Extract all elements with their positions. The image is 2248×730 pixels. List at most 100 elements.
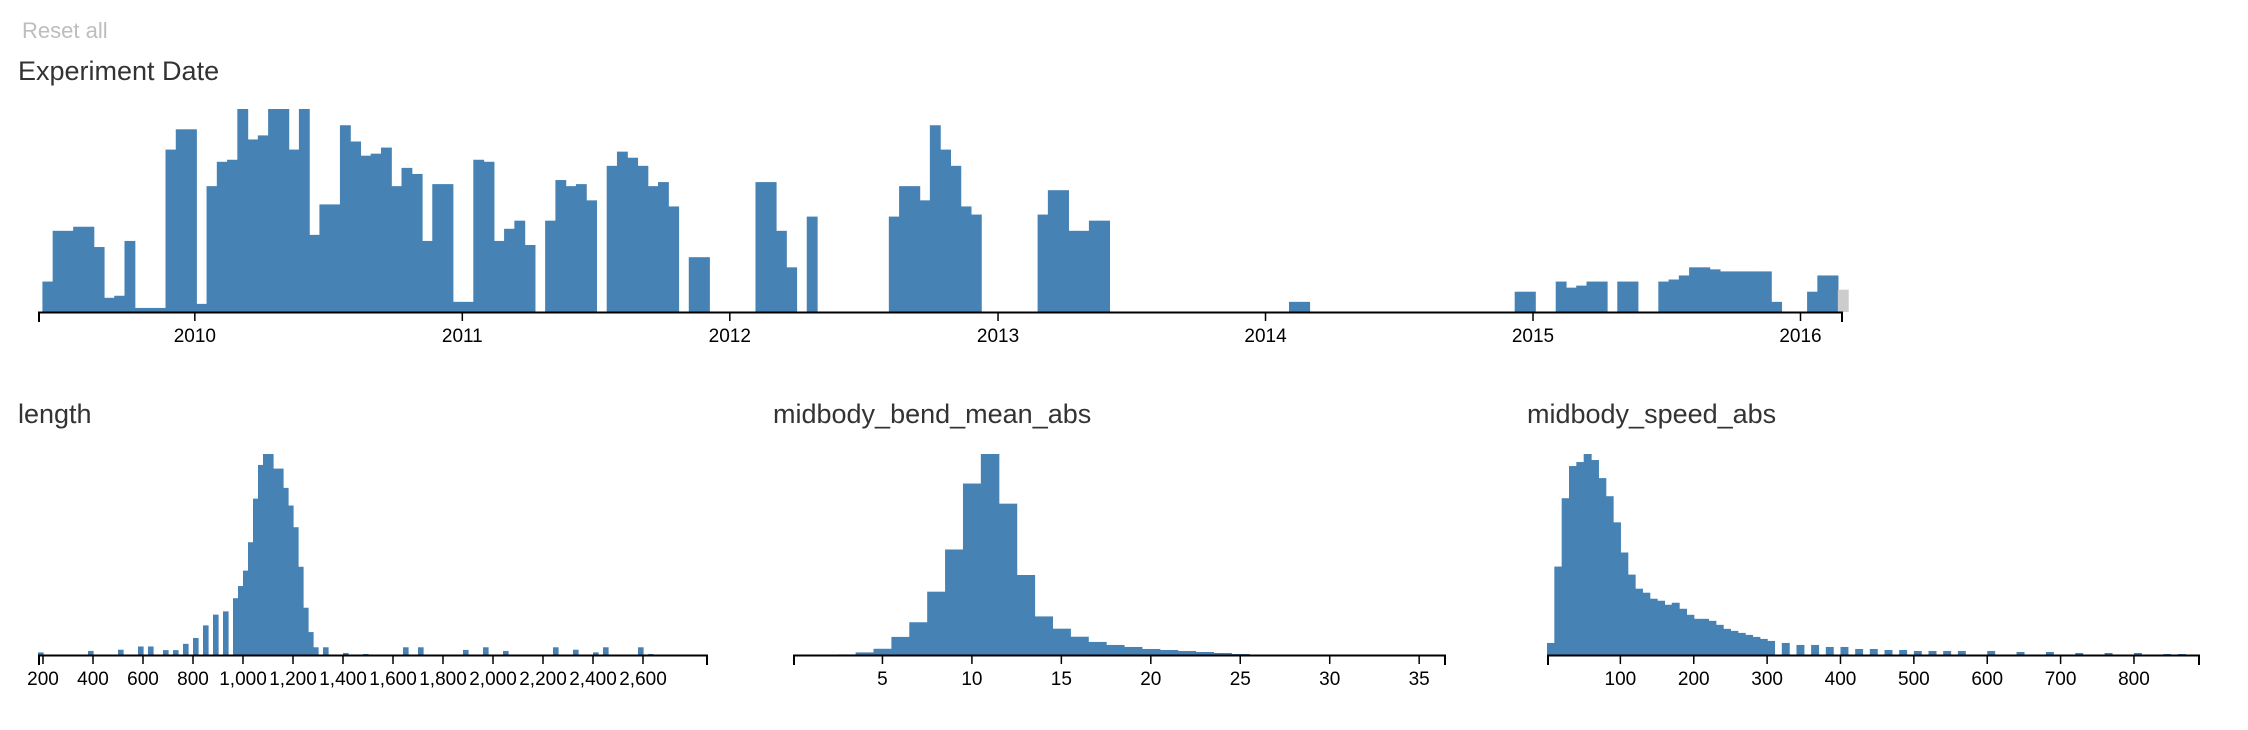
histogram-bar (278, 468, 284, 655)
histogram-bar (308, 632, 314, 655)
histogram-bar (1689, 267, 1700, 312)
histogram-bar (196, 303, 208, 312)
histogram-bar (1686, 614, 1695, 655)
histogram-bar (657, 182, 669, 312)
histogram-bar (343, 652, 349, 655)
histogram-bar (1598, 478, 1607, 655)
chart-title-midbody-speed: midbody_speed_abs (1527, 399, 1777, 429)
histogram-bar (268, 454, 274, 655)
histogram-bar (213, 614, 219, 655)
histogram-bar (545, 220, 556, 312)
histogram-bar (888, 216, 900, 312)
histogram-bar (668, 206, 680, 312)
x-tick-label: 400 (1825, 669, 1857, 690)
histogram-bar (1514, 291, 1526, 312)
histogram-bar (648, 653, 654, 655)
histogram-bar (593, 652, 599, 655)
histogram-bar (1613, 522, 1621, 655)
histogram-bar (463, 301, 474, 312)
histogram-bar (391, 186, 403, 312)
x-tick-label: 1,000 (219, 669, 267, 690)
x-tick-label: 400 (77, 669, 109, 690)
histogram-bar (1583, 454, 1592, 655)
histogram-bar (1047, 190, 1059, 312)
histogram-bar (1576, 462, 1585, 655)
x-tick-label: 10 (961, 669, 982, 690)
histogram-bar (363, 653, 369, 655)
histogram-bar (1034, 616, 1054, 655)
histogram-bar (1730, 630, 1739, 655)
histogram-bar (145, 307, 156, 312)
reset-all-link[interactable]: Reset all (22, 18, 108, 43)
x-tick-label: 100 (1605, 669, 1637, 690)
chart-title-midbody-bend: midbody_bend_mean_abs (773, 399, 1092, 429)
histogram-bar (452, 301, 464, 312)
histogram-bar (42, 281, 54, 312)
histogram-bar (253, 498, 259, 655)
histogram-bar (2104, 652, 2113, 655)
x-tick-label: 2015 (1512, 326, 1554, 347)
histogram-bar (755, 182, 767, 312)
x-tick-label: 1,600 (369, 669, 417, 690)
histogram-bar (319, 204, 331, 312)
histogram-bar (1565, 287, 1577, 312)
histogram-bar (1106, 644, 1125, 655)
histogram-bar (927, 591, 946, 655)
histogram-bar (514, 220, 526, 312)
histogram-bar (1576, 285, 1588, 312)
histogram-bar (1899, 649, 1908, 656)
histogram-bar (627, 157, 639, 312)
histogram-bar (1657, 600, 1665, 655)
histogram-bar (962, 483, 982, 655)
x-tick-label: 800 (177, 669, 209, 690)
histogram-bar (638, 647, 644, 655)
x-tick-label: 300 (1751, 669, 1783, 690)
histogram-bar (503, 650, 509, 655)
histogram-bar (247, 139, 259, 312)
x-tick-label: 2012 (709, 326, 751, 347)
histogram-bar (298, 566, 304, 655)
histogram-bar (899, 186, 910, 312)
histogram-bar (1913, 650, 1922, 655)
histogram-bar (103, 297, 115, 312)
histogram-bar (1719, 271, 1731, 312)
histogram-bar (350, 141, 362, 312)
x-tick-label: 2016 (1779, 326, 1821, 347)
histogram-bar (553, 647, 559, 655)
histogram-bar (1957, 650, 1966, 655)
x-tick-label: 2,200 (519, 669, 567, 690)
histogram-bar (243, 570, 249, 655)
x-tick-label: 1,200 (269, 669, 317, 690)
histogram-bar (1635, 588, 1643, 655)
histogram-bar (891, 636, 910, 655)
histogram-bar (1070, 636, 1089, 655)
histogram-bar (258, 464, 264, 655)
histogram-bar (1664, 604, 1673, 655)
histogram-bar (775, 230, 787, 312)
histogram-bar (1159, 649, 1179, 656)
histogram-bar (786, 267, 798, 312)
histogram-bar (1554, 566, 1563, 655)
histogram-bar (1699, 267, 1711, 312)
x-tick-label: 1,800 (419, 669, 467, 690)
histogram-bar (93, 247, 105, 312)
histogram-bar (403, 647, 409, 655)
histogram-bar (1708, 620, 1717, 655)
histogram-bar (555, 180, 567, 312)
histogram-bar (919, 200, 931, 312)
histogram-bar (1547, 642, 1555, 655)
histogram-bar (909, 186, 921, 312)
histogram-bar (960, 206, 972, 312)
histogram-bar (980, 454, 1000, 655)
histogram-bar (370, 153, 382, 312)
histogram-bar (1759, 638, 1768, 655)
histogram-bar (273, 468, 279, 655)
histogram-bar (360, 155, 372, 312)
x-tick-label: 35 (1409, 669, 1430, 690)
histogram-bar (1555, 281, 1567, 312)
histogram-bar (323, 647, 329, 655)
histogram-bar (1730, 271, 1741, 312)
histogram-bar (1088, 220, 1100, 312)
histogram-bar (483, 161, 495, 312)
